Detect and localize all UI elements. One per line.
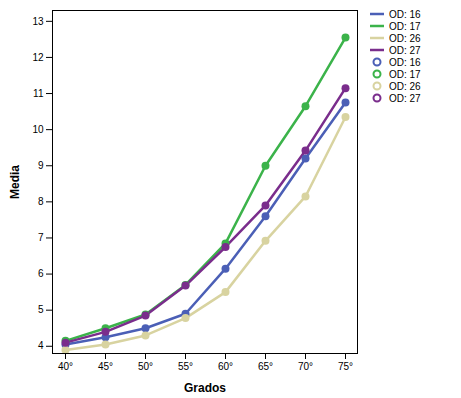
svg-text:4: 4 [38,340,44,351]
svg-text:11: 11 [33,88,44,99]
svg-text:40°: 40° [58,361,73,372]
svg-text:6: 6 [38,268,44,279]
svg-text:9: 9 [38,160,44,171]
html-text:OD: 16: OD: 16 [389,8,421,20]
svg-text:60°: 60° [218,361,233,372]
svg-text:75°: 75° [338,361,353,372]
svg-text:10: 10 [32,124,44,135]
html-text:OD: 16: OD: 16 [389,56,421,68]
html-text:OD: 27: OD: 27 [389,44,421,56]
html-text:OD: 26: OD: 26 [389,80,421,92]
html-text:OD: 26: OD: 26 [389,32,421,44]
svg-text:65°: 65° [258,361,273,372]
svg-text:Grados: Grados [184,381,226,395]
svg-text:Media: Media [8,165,22,199]
svg-text:13: 13 [32,16,44,27]
svg-text:50°: 50° [138,361,153,372]
svg-text:55°: 55° [178,361,193,372]
svg-text:5: 5 [38,304,44,315]
svg-text:12: 12 [32,52,44,63]
svg-text:7: 7 [38,232,44,243]
svg-text:70°: 70° [298,361,313,372]
svg-text:8: 8 [38,196,44,207]
html-text:OD: 27: OD: 27 [389,92,421,104]
html-text:OD: 17: OD: 17 [389,68,421,80]
svg-text:45°: 45° [98,361,113,372]
html-text:OD: 17: OD: 17 [389,20,421,32]
